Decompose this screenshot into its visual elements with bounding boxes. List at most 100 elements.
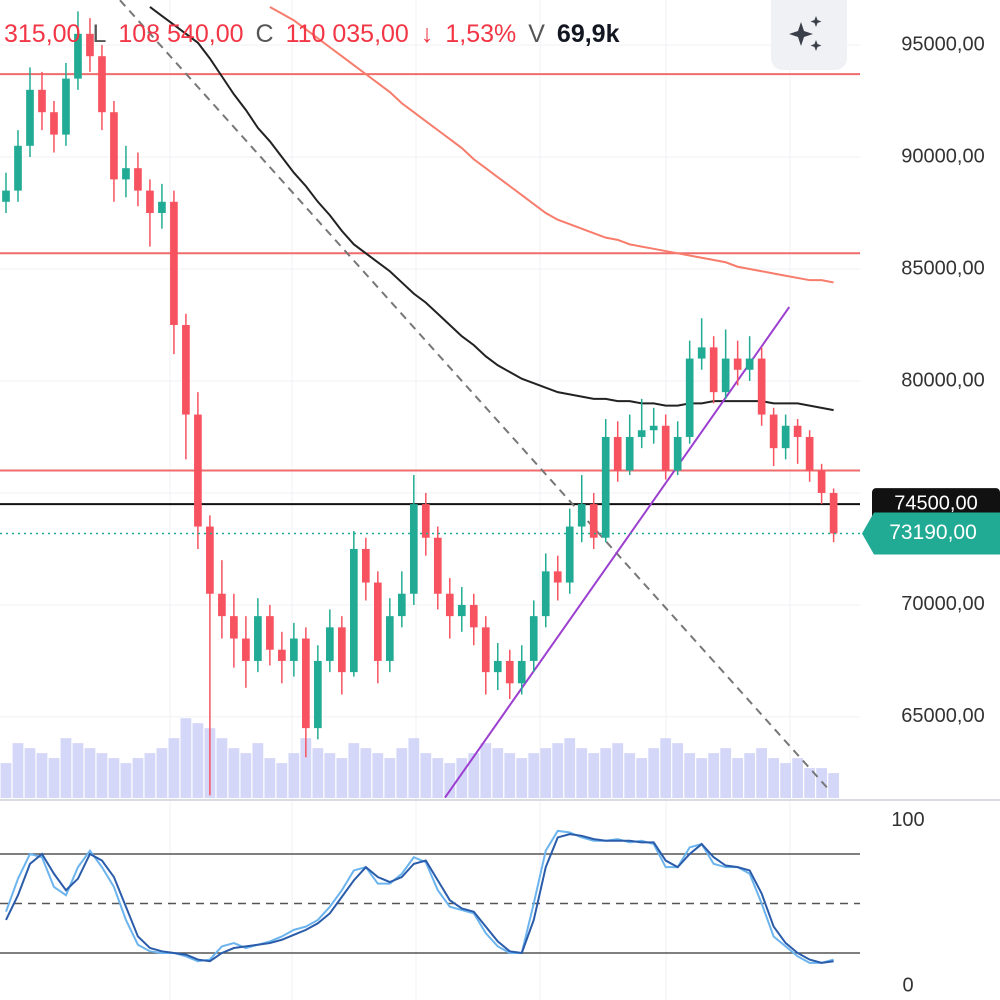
volume-bar [384, 758, 396, 798]
candle-body [697, 347, 706, 359]
candle-body [589, 504, 598, 538]
candle-body [397, 593, 406, 617]
volume-bar [456, 758, 468, 798]
volume-bar [180, 718, 192, 798]
volume-bar [240, 753, 252, 798]
volume-bar [36, 753, 48, 798]
volume-bar [564, 738, 576, 798]
price-axis: 65000,00 70000,00 80000,00 85000,00 90000,00… [862, 33, 1000, 996]
candle-body [158, 201, 166, 213]
candle-body [122, 168, 130, 180]
header-item: 110 035,00 [285, 20, 409, 48]
header-item: C [255, 20, 274, 48]
volume-bar [336, 758, 348, 798]
volume-bar [612, 743, 624, 798]
candle-body [326, 627, 334, 661]
volume-bar [132, 758, 144, 798]
volume-bar [192, 723, 204, 798]
volume-bar [0, 763, 12, 798]
y-tick-label: 90000,00 [901, 145, 984, 167]
volume-bar [636, 758, 648, 798]
volume-bar [540, 748, 552, 798]
header-item: L [92, 20, 107, 48]
candle-body [385, 616, 394, 661]
volume-bar [780, 763, 792, 798]
volume-bar [24, 748, 36, 798]
volume-bar [348, 743, 360, 798]
candle-body [218, 593, 226, 617]
volume-bar [60, 738, 72, 798]
volume-bar [144, 753, 156, 798]
level-label-box [872, 488, 1000, 521]
candle-body [721, 358, 730, 393]
volume-bar [420, 753, 432, 798]
price-panel [0, 0, 860, 798]
candle-body [625, 436, 634, 471]
volume-bar [120, 763, 132, 798]
header-item: 315,00 [4, 20, 81, 48]
candle-body [194, 414, 202, 527]
candle-body [62, 78, 70, 135]
volume-bar [360, 748, 372, 798]
level-label: 74500,00 [894, 492, 977, 514]
volume-bar [480, 743, 492, 798]
oscillator-line [5, 829, 834, 964]
oscillator-panel [0, 829, 860, 964]
volume-bar [288, 753, 300, 798]
trendline [119, 0, 831, 792]
candle-body [314, 660, 322, 729]
candle-body [242, 638, 250, 661]
ohlc-header: 315,00 L 108 540,00 C 110 035,00 ↓ 1,53% V 69,9k [4, 14, 619, 54]
volume-bar [300, 738, 312, 798]
candle-body [14, 145, 22, 191]
candle-body [529, 616, 538, 661]
volume-bar [444, 763, 456, 798]
candle-body [601, 436, 610, 538]
candle-body [170, 201, 178, 325]
candle-body [2, 190, 10, 202]
header-item: 1,53% [445, 20, 517, 48]
volume-bar [660, 738, 672, 798]
candle-body [433, 537, 442, 594]
candle-body [781, 425, 790, 449]
moving-average [269, 6, 834, 284]
ai-button[interactable] [771, 0, 847, 70]
candle-body [421, 504, 430, 538]
y-tick-label: 100 [891, 809, 924, 831]
volume-bar [672, 743, 684, 798]
volume-bar [108, 758, 120, 798]
candle-body [206, 526, 214, 594]
candle-body [38, 89, 46, 113]
candle-body [661, 425, 670, 471]
candle-body [553, 571, 562, 583]
candle-body [493, 660, 502, 673]
header-item: V [528, 20, 545, 48]
volume-bar [12, 743, 24, 798]
volume-bar [396, 748, 408, 798]
volume-bar [732, 758, 744, 798]
candle-body [709, 347, 718, 393]
volume-bar [828, 773, 840, 798]
y-tick-label: 85000,00 [901, 257, 984, 279]
candle-body [445, 593, 454, 617]
volume-bar [48, 758, 60, 798]
candle-body [290, 638, 298, 661]
candle-body [373, 582, 382, 661]
y-tick-label: 65000,00 [901, 705, 984, 727]
volume-bar [276, 763, 288, 798]
candle-body [74, 33, 82, 79]
volume-bar [432, 758, 444, 798]
candle-body [278, 649, 286, 661]
volume-bar [744, 753, 756, 798]
candle-body [50, 112, 58, 135]
candle-body [338, 627, 346, 673]
volume-bar [816, 768, 828, 798]
volume-bar [228, 748, 240, 798]
header-item: 69,9k [556, 20, 620, 48]
volume-bar [756, 748, 768, 798]
volume-bar [504, 753, 516, 798]
sparkle-icon [789, 16, 822, 51]
candle-body [457, 604, 466, 617]
